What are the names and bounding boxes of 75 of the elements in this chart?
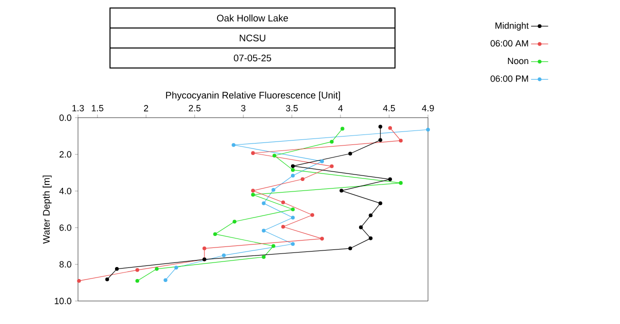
y-tick-label: 6.0 [60, 224, 72, 231]
point [300, 177, 304, 182]
point [135, 268, 140, 272]
point [251, 151, 255, 155]
point [251, 192, 255, 197]
point [340, 188, 344, 193]
y-tick-label: 10.0 [54, 298, 72, 304]
point [290, 242, 295, 246]
point [320, 236, 324, 241]
x-tick-label: 4.5 [383, 105, 395, 112]
point [310, 213, 314, 217]
x-tick-label: 1.5 [92, 105, 104, 112]
legend-label: 06:00 AM [490, 40, 528, 47]
chart-subtitle: NCSU [240, 34, 266, 42]
point [281, 200, 286, 204]
point [290, 168, 295, 172]
x-tick-label: 2 [144, 105, 148, 112]
x-tick-label: 4 [338, 105, 343, 112]
point [378, 124, 382, 129]
legend-label: Noon [508, 58, 528, 64]
text: 07-05-25 [234, 54, 272, 62]
legend-label: 06:00 PM [490, 75, 528, 82]
point [262, 255, 266, 259]
point [114, 267, 119, 271]
x-tick-label: 3 [241, 104, 246, 112]
point [368, 214, 373, 218]
point [290, 174, 295, 178]
x-tick-label: 2.5 [188, 104, 201, 112]
x-tick-label: 4.9 [422, 104, 434, 112]
point [359, 225, 363, 230]
point [426, 128, 430, 132]
point [398, 181, 403, 185]
point [272, 244, 276, 248]
x-tick-label: 3.5 [286, 104, 298, 112]
y-tick-label: 4.0 [59, 188, 72, 194]
point [330, 164, 334, 168]
point [330, 140, 334, 144]
y-tick-label: 0.0 [59, 114, 72, 121]
point [290, 216, 295, 220]
x-tick-label: 1.3 [72, 104, 84, 112]
point [232, 143, 236, 147]
point [154, 267, 159, 271]
point [281, 224, 286, 229]
point [348, 152, 352, 156]
point [368, 236, 373, 240]
point [378, 201, 382, 206]
point [222, 253, 226, 258]
point [77, 278, 81, 283]
point [398, 138, 403, 143]
point [105, 277, 110, 282]
point [388, 177, 392, 182]
point [320, 159, 324, 164]
chart-title: Oak Hollow Lake [217, 14, 288, 22]
point [135, 278, 140, 283]
point [174, 266, 178, 270]
legend-label: Midnight [495, 22, 529, 31]
x-axis-title: Phycocyanin Relative Fluorescence [Unit] [166, 92, 340, 100]
point [262, 228, 266, 233]
point [262, 201, 266, 206]
point [378, 138, 382, 142]
point [213, 232, 217, 236]
point [348, 246, 352, 250]
point [251, 188, 255, 193]
point [340, 126, 344, 131]
point [290, 164, 295, 168]
y-axis-title: Water Depth [m] [42, 176, 52, 244]
y-tick-label: 8.0 [60, 261, 72, 268]
point [232, 220, 236, 224]
point [164, 278, 168, 282]
y-tick-label: 2.0 [60, 151, 72, 158]
point [272, 188, 276, 192]
point [272, 154, 276, 158]
point [290, 207, 295, 212]
point [388, 126, 392, 130]
point [202, 246, 206, 250]
